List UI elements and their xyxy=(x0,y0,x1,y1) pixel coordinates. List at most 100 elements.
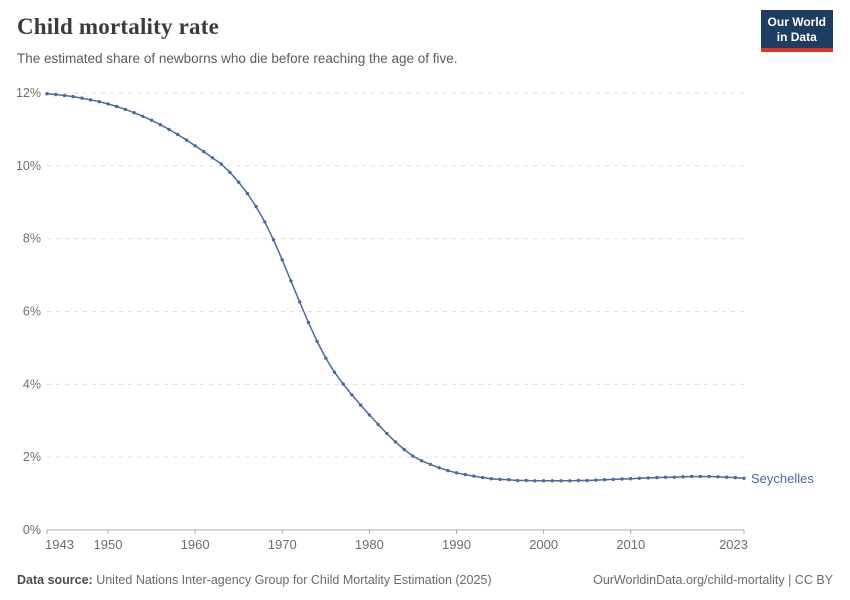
x-axis-tick-label: 1943 xyxy=(45,537,74,552)
data-point xyxy=(54,92,58,97)
data-point xyxy=(385,431,389,436)
data-point xyxy=(594,478,598,482)
series-label-seychelles[interactable]: Seychelles xyxy=(751,471,814,486)
data-point xyxy=(149,118,154,123)
data-point xyxy=(733,475,737,480)
data-point xyxy=(315,339,319,344)
data-point xyxy=(298,300,302,304)
data-point xyxy=(324,356,328,360)
x-axis-tick-label: 1950 xyxy=(94,537,123,552)
x-axis-tick-label: 1980 xyxy=(355,537,384,552)
owid-logo-line1: Our World xyxy=(767,15,826,29)
data-point xyxy=(629,477,633,481)
x-axis-tick-label: 2000 xyxy=(529,537,558,552)
chart-title: Child mortality rate xyxy=(17,14,220,39)
data-point xyxy=(271,238,276,242)
y-axis-tick-label: 2% xyxy=(23,450,41,464)
data-point xyxy=(655,475,659,480)
data-point xyxy=(306,320,311,325)
data-source-note: Data source: United Nations Inter-agency… xyxy=(17,573,492,587)
y-axis-tick-label: 6% xyxy=(23,305,41,319)
license-separator: | xyxy=(784,573,795,587)
data-point xyxy=(637,476,642,480)
data-point xyxy=(663,475,668,479)
data-point xyxy=(498,477,502,482)
x-axis-tick-label: 2023 xyxy=(719,537,748,552)
data-point xyxy=(428,462,433,467)
canonical-url-link[interactable]: OurWorldinData.org/child-mortality xyxy=(593,573,785,587)
data-point xyxy=(71,94,75,99)
data-point xyxy=(707,474,711,479)
data-point xyxy=(193,144,197,148)
data-point xyxy=(115,104,119,109)
y-axis-tick-label: 4% xyxy=(23,377,41,391)
y-axis-tick-label: 8% xyxy=(23,232,41,246)
data-point xyxy=(742,476,746,480)
data-point xyxy=(568,479,572,483)
data-point xyxy=(106,102,110,106)
data-point xyxy=(158,123,162,127)
data-point xyxy=(289,279,293,283)
series-line-seychelles[interactable] xyxy=(46,92,745,482)
data-point xyxy=(698,474,703,479)
data-point xyxy=(672,475,676,479)
data-point xyxy=(681,475,685,479)
data-point xyxy=(524,478,528,483)
data-point xyxy=(80,96,84,100)
data-point xyxy=(515,478,520,483)
data-point xyxy=(446,468,450,473)
y-axis-tick-label: 12% xyxy=(16,86,41,100)
data-point xyxy=(254,204,258,209)
x-axis-tick-label: 1960 xyxy=(181,537,210,552)
data-point xyxy=(611,477,615,482)
data-point xyxy=(141,114,145,119)
x-axis-tick-label: 1970 xyxy=(268,537,297,552)
data-point xyxy=(123,107,128,112)
data-point xyxy=(463,472,467,477)
data-point xyxy=(454,471,459,475)
data-point xyxy=(724,475,729,479)
data-point xyxy=(176,132,180,137)
data-point xyxy=(480,475,485,480)
data-point xyxy=(332,370,337,374)
data-point xyxy=(367,413,372,417)
license-label[interactable]: CC BY xyxy=(794,573,833,587)
data-point xyxy=(237,180,241,184)
data-point xyxy=(280,258,284,262)
data-source-label: Data source: xyxy=(17,573,93,587)
data-point xyxy=(646,476,650,480)
y-axis-tick-label: 10% xyxy=(16,159,41,173)
x-axis-tick-label: 2010 xyxy=(616,537,645,552)
data-point xyxy=(419,459,424,463)
data-point xyxy=(393,440,398,444)
data-point xyxy=(184,138,189,142)
data-point xyxy=(219,162,223,166)
data-point xyxy=(359,403,363,407)
data-point xyxy=(376,422,380,427)
chart-subtitle: The estimated share of newborns who die … xyxy=(17,51,458,66)
data-point xyxy=(411,454,415,458)
data-point xyxy=(602,478,607,482)
data-point xyxy=(690,474,694,479)
data-point xyxy=(576,478,581,483)
data-point xyxy=(132,111,136,115)
data-point xyxy=(716,475,720,479)
data-source-text: United Nations Inter-agency Group for Ch… xyxy=(92,573,492,587)
data-point xyxy=(341,382,345,386)
data-point xyxy=(550,479,554,483)
x-axis-tick-label: 1990 xyxy=(442,537,471,552)
data-point xyxy=(263,220,267,224)
data-point xyxy=(437,466,441,470)
data-point xyxy=(585,478,589,483)
data-point xyxy=(202,149,206,154)
data-point xyxy=(167,127,171,132)
owid-logo-line2: in Data xyxy=(776,30,817,44)
data-point xyxy=(245,191,250,196)
owid-logo[interactable]: Our World in Data xyxy=(760,10,833,52)
data-point xyxy=(97,100,102,104)
data-point xyxy=(228,170,232,175)
footer-right: OurWorldinData.org/child-mortality | CC … xyxy=(593,573,833,587)
data-point xyxy=(620,477,624,481)
data-point xyxy=(559,479,563,483)
